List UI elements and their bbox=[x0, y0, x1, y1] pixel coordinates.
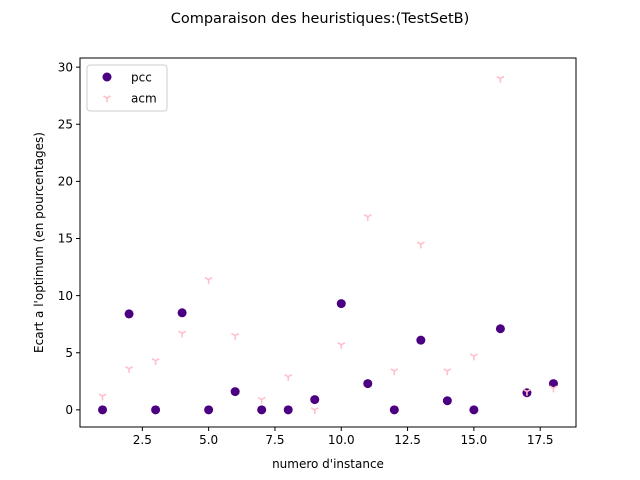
legend-label-pcc: pcc bbox=[131, 71, 152, 85]
series-acm bbox=[98, 75, 558, 415]
data-point-pcc bbox=[283, 405, 293, 415]
data-point-acm bbox=[257, 396, 266, 404]
x-tick-label: 15.0 bbox=[461, 433, 488, 447]
data-point-pcc bbox=[230, 387, 240, 397]
data-point-pcc bbox=[416, 335, 426, 345]
data-point-acm bbox=[204, 276, 213, 284]
y-axis-label: Ecart a l'optimum (en pourcentages) bbox=[32, 132, 46, 353]
data-point-pcc bbox=[442, 396, 452, 406]
y-tick-label: 10 bbox=[58, 289, 73, 303]
data-point-pcc bbox=[124, 309, 134, 319]
legend-marker-pcc bbox=[102, 72, 112, 82]
axes-spines bbox=[79, 57, 577, 428]
data-point-pcc bbox=[177, 308, 187, 318]
x-tick-label: 5.0 bbox=[199, 433, 218, 447]
data-point-acm bbox=[443, 368, 452, 376]
chart-title: Comparaison des heuristiques:(TestSetB) bbox=[171, 11, 470, 27]
y-tick-label: 20 bbox=[58, 175, 73, 189]
data-point-acm bbox=[496, 75, 505, 83]
y-tick-label: 30 bbox=[58, 60, 73, 74]
plot-area bbox=[80, 58, 576, 427]
data-point-pcc bbox=[204, 405, 214, 415]
data-point-pcc bbox=[257, 405, 267, 415]
data-point-acm bbox=[337, 341, 346, 349]
data-point-acm bbox=[178, 330, 187, 338]
data-point-pcc bbox=[363, 379, 373, 389]
x-tick-label: 17.5 bbox=[527, 433, 554, 447]
data-point-pcc bbox=[469, 405, 479, 415]
data-point-pcc bbox=[336, 299, 346, 309]
data-point-acm bbox=[151, 357, 160, 365]
y-axis: 0 5 10 15 20 25 30 bbox=[58, 60, 80, 417]
data-point-pcc bbox=[98, 405, 108, 415]
data-point-pcc bbox=[548, 379, 558, 389]
y-tick-label: 0 bbox=[65, 403, 73, 417]
legend-entry-acm: acm bbox=[102, 92, 157, 106]
legend-entry-pcc: pcc bbox=[102, 71, 152, 85]
data-point-acm bbox=[390, 368, 399, 376]
data-point-acm bbox=[98, 393, 107, 401]
data-point-pcc bbox=[151, 405, 161, 415]
y-tick-label: 25 bbox=[58, 117, 73, 131]
y-tick-label: 5 bbox=[65, 346, 73, 360]
data-point-acm bbox=[231, 332, 240, 340]
data-point-acm bbox=[416, 241, 425, 249]
data-points bbox=[98, 75, 558, 415]
legend-label-acm: acm bbox=[131, 92, 157, 106]
x-tick-label: 7.5 bbox=[265, 433, 284, 447]
data-point-acm bbox=[363, 214, 372, 221]
data-point-acm bbox=[549, 385, 558, 393]
data-point-pcc bbox=[389, 405, 399, 415]
data-point-acm bbox=[522, 388, 531, 396]
y-tick-label: 15 bbox=[58, 232, 73, 246]
data-point-acm bbox=[284, 373, 293, 381]
x-axis-label: numero d'instance bbox=[272, 457, 384, 471]
x-tick-label: 2.5 bbox=[133, 433, 152, 447]
data-point-acm bbox=[469, 353, 478, 361]
x-axis: 2.5 5.0 7.5 10.0 12.5 15.0 17.5 bbox=[133, 427, 554, 447]
data-point-pcc bbox=[495, 324, 505, 334]
x-tick-label: 10.0 bbox=[328, 433, 355, 447]
axes-frame bbox=[79, 57, 577, 428]
series-pcc bbox=[98, 299, 558, 415]
x-tick-label: 12.5 bbox=[394, 433, 421, 447]
legend-marker-acm bbox=[102, 95, 112, 103]
data-point-pcc bbox=[310, 395, 320, 405]
data-point-acm bbox=[125, 365, 134, 373]
legend: pcc acm bbox=[86, 64, 168, 112]
data-point-acm bbox=[310, 407, 319, 415]
